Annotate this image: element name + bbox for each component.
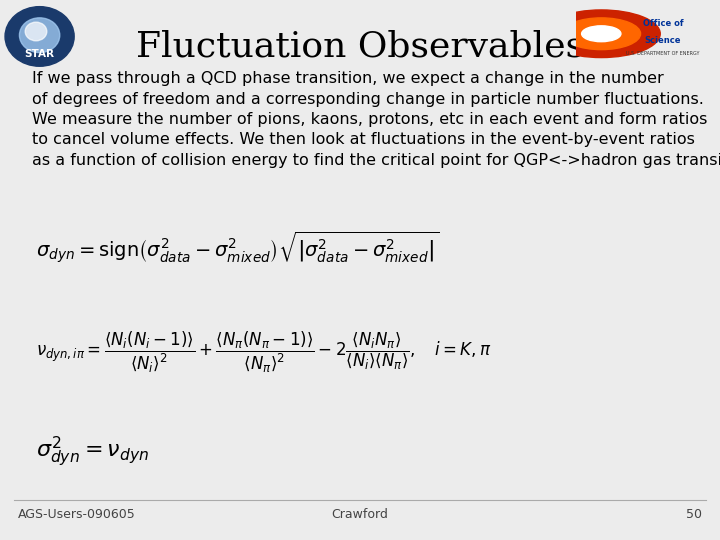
Circle shape: [542, 10, 660, 58]
Text: U.S. DEPARTMENT OF ENERGY: U.S. DEPARTMENT OF ENERGY: [626, 51, 700, 56]
Text: $\sigma^2_{dyn} = \nu_{dyn}$: $\sigma^2_{dyn} = \nu_{dyn}$: [36, 435, 149, 469]
Text: 50: 50: [686, 508, 702, 521]
Circle shape: [25, 22, 47, 41]
Circle shape: [582, 26, 621, 42]
Text: $\nu_{dyn,i\pi} = \dfrac{\langle N_i(N_i-1)\rangle}{\langle N_i\rangle^2} + \dfr: $\nu_{dyn,i\pi} = \dfrac{\langle N_i(N_i…: [36, 329, 491, 375]
Text: Office of: Office of: [643, 19, 683, 28]
Circle shape: [562, 18, 641, 50]
Text: STAR: STAR: [24, 49, 55, 59]
Circle shape: [5, 6, 74, 66]
Text: Crawford: Crawford: [332, 508, 388, 521]
Text: If we pass through a QCD phase transition, we expect a change in the number
of d: If we pass through a QCD phase transitio…: [32, 71, 720, 168]
Text: Fluctuation Observables: Fluctuation Observables: [136, 30, 584, 64]
Text: Science: Science: [645, 36, 681, 45]
Text: AGS-Users-090605: AGS-Users-090605: [18, 508, 136, 521]
Circle shape: [19, 18, 60, 52]
Text: $\sigma_{dyn} = \mathrm{sign}\left(\sigma^2_{data} - \sigma^2_{mixed}\right)\sqr: $\sigma_{dyn} = \mathrm{sign}\left(\sigm…: [36, 230, 439, 266]
